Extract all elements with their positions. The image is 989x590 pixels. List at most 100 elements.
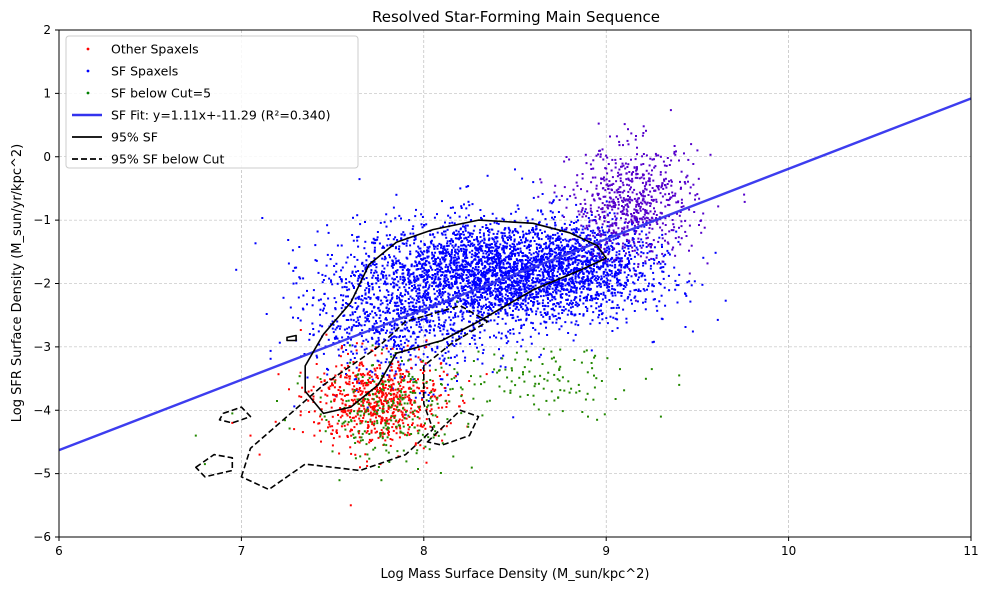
data-point (667, 203, 670, 206)
data-point (661, 237, 664, 240)
data-point (386, 374, 389, 377)
data-point (518, 289, 521, 292)
data-point (518, 294, 521, 297)
data-point (434, 310, 437, 313)
data-point (434, 302, 437, 305)
data-point (445, 270, 448, 273)
data-point (515, 291, 518, 294)
data-point (651, 290, 654, 293)
data-point (485, 226, 488, 229)
data-point (488, 231, 491, 234)
data-point (522, 275, 524, 278)
data-point (399, 339, 402, 342)
data-point (569, 257, 572, 260)
data-point (421, 305, 424, 308)
data-point (487, 230, 489, 232)
data-point (613, 212, 616, 215)
data-point (424, 391, 427, 394)
data-point (620, 257, 623, 260)
data-point (494, 303, 497, 306)
data-point (452, 261, 455, 264)
data-point (343, 285, 346, 288)
data-point (540, 250, 543, 253)
data-point (346, 327, 349, 330)
data-point (477, 296, 480, 299)
data-point (607, 163, 610, 165)
data-point (661, 318, 664, 321)
data-point (474, 246, 477, 249)
data-point (451, 275, 454, 278)
data-point (606, 286, 609, 289)
data-point (424, 310, 427, 313)
data-point (501, 299, 504, 302)
data-point (377, 296, 380, 299)
data-point (615, 251, 618, 254)
data-point (393, 255, 396, 258)
data-point (539, 259, 542, 261)
data-point (574, 258, 577, 261)
data-point (489, 307, 491, 310)
data-point (474, 301, 476, 303)
data-point (368, 255, 371, 258)
data-point (430, 239, 433, 242)
data-point (659, 173, 662, 176)
data-point (605, 300, 608, 303)
data-point (628, 253, 631, 256)
data-point (600, 208, 603, 211)
data-point (615, 312, 618, 315)
data-point (581, 238, 584, 241)
data-point (491, 249, 494, 252)
data-point (613, 200, 615, 203)
data-point (664, 239, 666, 242)
data-point (614, 206, 616, 209)
data-point (573, 247, 576, 250)
data-point (647, 180, 650, 183)
data-point (510, 300, 512, 303)
data-point (454, 304, 457, 307)
data-point (560, 226, 563, 229)
data-point (589, 230, 592, 233)
data-point (463, 225, 466, 228)
data-point (611, 208, 614, 211)
data-point (480, 293, 482, 296)
data-point (584, 202, 587, 205)
data-point (400, 306, 403, 309)
data-point (551, 295, 554, 298)
data-point (465, 237, 468, 240)
data-point (562, 249, 565, 252)
data-point (385, 274, 388, 277)
data-point (543, 308, 546, 311)
data-point (619, 282, 622, 285)
data-point (409, 273, 412, 276)
data-point (458, 276, 461, 279)
data-point (615, 254, 618, 257)
data-point (499, 256, 502, 259)
data-point (616, 191, 619, 194)
data-point (661, 246, 663, 248)
data-point (469, 302, 472, 305)
data-point (478, 271, 481, 274)
data-point (627, 296, 630, 298)
data-point (489, 257, 492, 259)
data-point (355, 389, 358, 392)
data-point (648, 243, 651, 246)
data-point (469, 286, 472, 289)
data-point (365, 310, 368, 313)
data-point (592, 270, 595, 273)
data-point (601, 148, 604, 151)
data-point (504, 322, 507, 325)
data-point (423, 278, 426, 281)
data-point (457, 297, 460, 299)
data-point (556, 286, 559, 288)
data-point (584, 227, 587, 230)
data-point (404, 413, 407, 416)
data-point (686, 174, 689, 177)
data-point (491, 371, 494, 374)
data-point (421, 264, 424, 267)
data-point (430, 315, 433, 317)
data-point (610, 188, 613, 191)
data-point (530, 257, 533, 260)
data-point (354, 274, 356, 277)
data-point (355, 378, 357, 381)
data-point (597, 276, 600, 279)
